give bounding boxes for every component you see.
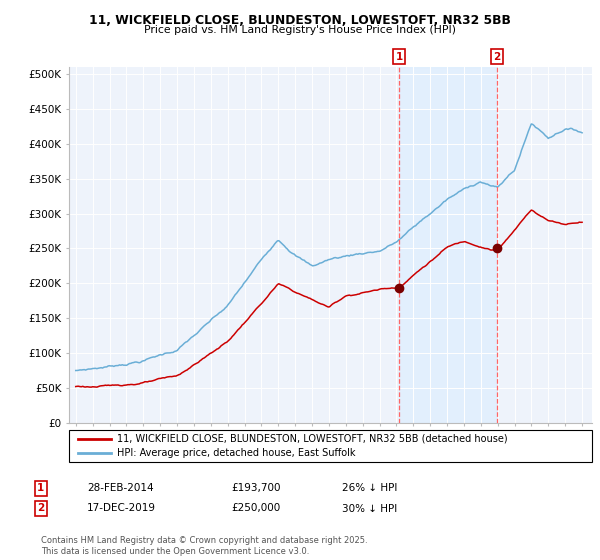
Text: 30% ↓ HPI: 30% ↓ HPI [342,503,397,514]
Text: 28-FEB-2014: 28-FEB-2014 [87,483,154,493]
Text: 2: 2 [493,52,500,62]
Text: 11, WICKFIELD CLOSE, BLUNDESTON, LOWESTOFT, NR32 5BB: 11, WICKFIELD CLOSE, BLUNDESTON, LOWESTO… [89,14,511,27]
Text: 11, WICKFIELD CLOSE, BLUNDESTON, LOWESTOFT, NR32 5BB (detached house): 11, WICKFIELD CLOSE, BLUNDESTON, LOWESTO… [117,433,508,444]
Bar [399,67,497,423]
Text: HPI: Average price, detached house, East Suffolk: HPI: Average price, detached house, East… [117,448,355,458]
Text: 1: 1 [395,52,403,62]
Text: Contains HM Land Registry data © Crown copyright and database right 2025.
This d: Contains HM Land Registry data © Crown c… [41,536,367,556]
Text: 2: 2 [37,503,44,514]
Text: 1: 1 [37,483,44,493]
Text: £193,700: £193,700 [231,483,281,493]
Text: Price paid vs. HM Land Registry's House Price Index (HPI): Price paid vs. HM Land Registry's House … [144,25,456,35]
Text: 17-DEC-2019: 17-DEC-2019 [87,503,156,514]
Text: 26% ↓ HPI: 26% ↓ HPI [342,483,397,493]
Text: £250,000: £250,000 [231,503,280,514]
